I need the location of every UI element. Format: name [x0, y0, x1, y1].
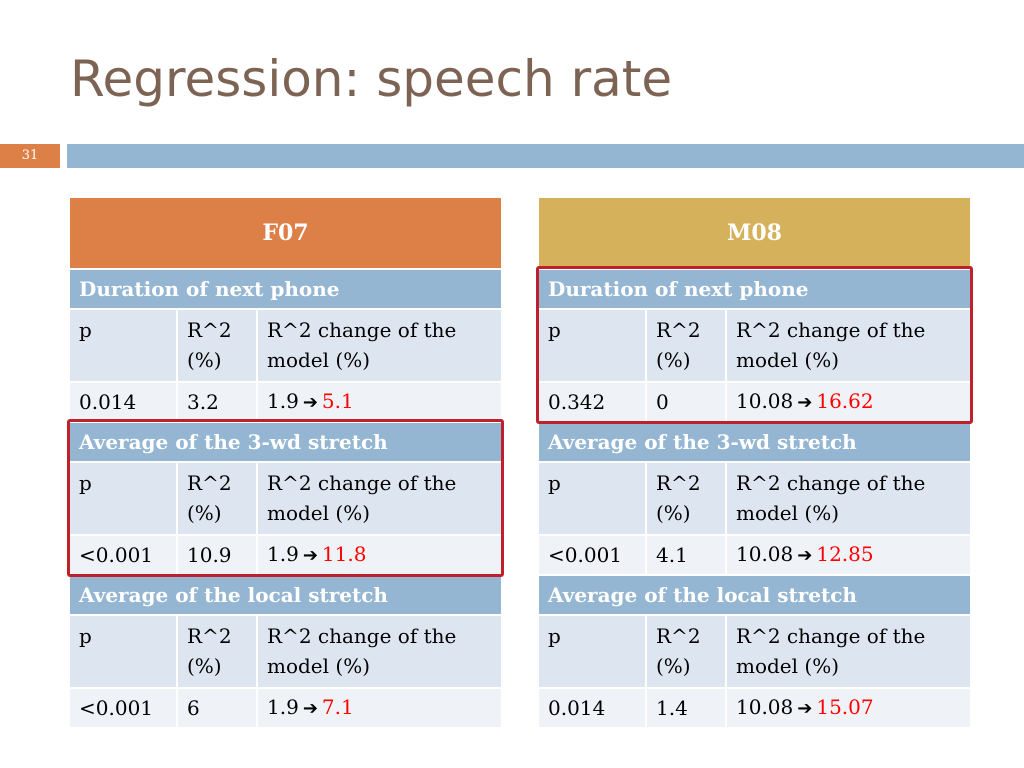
r2-change-from: 10.08: [736, 695, 794, 719]
r2-change-from: 1.9: [267, 389, 299, 413]
column-header-r2-change: R^2 change of the model (%): [256, 308, 503, 383]
section-label: Average of the 3-wd stretch: [68, 421, 503, 463]
r2-change-value: 1.9 ➔ 11.8: [256, 534, 503, 576]
arrow-right-icon: ➔: [797, 698, 813, 719]
column-header-r2: R^2 (%): [176, 308, 258, 383]
p-value: <0.001: [68, 534, 178, 576]
r2-change-from: 1.9: [267, 542, 299, 566]
r2-change-to: 16.62: [816, 389, 874, 413]
r2-change-value: 1.9 ➔ 5.1: [256, 381, 503, 423]
r2-value: 6: [176, 687, 258, 729]
r2-value: 0: [645, 381, 727, 423]
column-header-r2: R^2 (%): [176, 461, 258, 536]
table-row: 0.014 1.4 10.08 ➔ 15.07: [537, 687, 972, 729]
table-row: <0.001 4.1 10.08 ➔ 12.85: [537, 534, 972, 576]
speaker-header: M08: [537, 196, 972, 270]
p-value: 0.342: [537, 381, 647, 423]
table-header-row: p R^2 (%) R^2 change of the model (%): [68, 461, 503, 536]
column-header-r2-change: R^2 change of the model (%): [256, 461, 503, 536]
column-header-p: p: [537, 461, 647, 536]
regression-table-m08: M08 Duration of next phone p R^2 (%) R^2…: [537, 196, 972, 729]
r2-value: 4.1: [645, 534, 727, 576]
arrow-right-icon: ➔: [797, 545, 813, 566]
p-value: 0.014: [537, 687, 647, 729]
column-header-r2-change: R^2 change of the model (%): [725, 614, 972, 689]
column-header-r2: R^2 (%): [645, 614, 727, 689]
speaker-header: F07: [68, 196, 503, 270]
column-header-r2: R^2 (%): [645, 308, 727, 383]
column-header-p: p: [68, 308, 178, 383]
r2-change-value: 10.08 ➔ 15.07: [725, 687, 972, 729]
r2-change-to: 7.1: [321, 695, 354, 719]
arrow-right-icon: ➔: [797, 392, 813, 413]
r2-change-from: 10.08: [736, 389, 794, 413]
r2-change-to: 11.8: [321, 542, 367, 566]
table-header-row: p R^2 (%) R^2 change of the model (%): [537, 308, 972, 383]
regression-table-f07: F07 Duration of next phone p R^2 (%) R^2…: [68, 196, 503, 729]
table-header-row: p R^2 (%) R^2 change of the model (%): [537, 461, 972, 536]
column-header-r2: R^2 (%): [176, 614, 258, 689]
column-header-p: p: [537, 308, 647, 383]
r2-change-from: 1.9: [267, 695, 299, 719]
column-header-p: p: [68, 614, 178, 689]
arrow-right-icon: ➔: [302, 545, 318, 566]
column-header-p: p: [68, 461, 178, 536]
r2-change-to: 15.07: [816, 695, 874, 719]
table-header-row: p R^2 (%) R^2 change of the model (%): [68, 614, 503, 689]
r2-change-value: 10.08 ➔ 12.85: [725, 534, 972, 576]
table-header-row: p R^2 (%) R^2 change of the model (%): [68, 308, 503, 383]
slide-number: 31: [0, 144, 60, 168]
section-label: Duration of next phone: [68, 268, 503, 310]
table-row: <0.001 10.9 1.9 ➔ 11.8: [68, 534, 503, 576]
r2-value: 1.4: [645, 687, 727, 729]
column-header-r2-change: R^2 change of the model (%): [256, 614, 503, 689]
section-label: Average of the 3-wd stretch: [537, 421, 972, 463]
r2-change-to: 12.85: [816, 542, 874, 566]
r2-change-from: 10.08: [736, 542, 794, 566]
p-value: 0.014: [68, 381, 178, 423]
arrow-right-icon: ➔: [302, 392, 318, 413]
r2-change-value: 10.08 ➔ 16.62: [725, 381, 972, 423]
section-label: Average of the local stretch: [68, 574, 503, 616]
arrow-right-icon: ➔: [302, 698, 318, 719]
column-header-p: p: [537, 614, 647, 689]
table-row: 0.014 3.2 1.9 ➔ 5.1: [68, 381, 503, 423]
column-header-r2-change: R^2 change of the model (%): [725, 308, 972, 383]
section-label: Duration of next phone: [537, 268, 972, 310]
r2-value: 3.2: [176, 381, 258, 423]
p-value: <0.001: [537, 534, 647, 576]
r2-change-to: 5.1: [321, 389, 354, 413]
title-divider-bar: [67, 144, 1024, 168]
p-value: <0.001: [68, 687, 178, 729]
section-label: Average of the local stretch: [537, 574, 972, 616]
column-header-r2: R^2 (%): [645, 461, 727, 536]
r2-change-value: 1.9 ➔ 7.1: [256, 687, 503, 729]
table-header-row: p R^2 (%) R^2 change of the model (%): [537, 614, 972, 689]
table-row: 0.342 0 10.08 ➔ 16.62: [537, 381, 972, 423]
r2-value: 10.9: [176, 534, 258, 576]
slide-title: Regression: speech rate: [70, 50, 673, 108]
column-header-r2-change: R^2 change of the model (%): [725, 461, 972, 536]
table-row: <0.001 6 1.9 ➔ 7.1: [68, 687, 503, 729]
